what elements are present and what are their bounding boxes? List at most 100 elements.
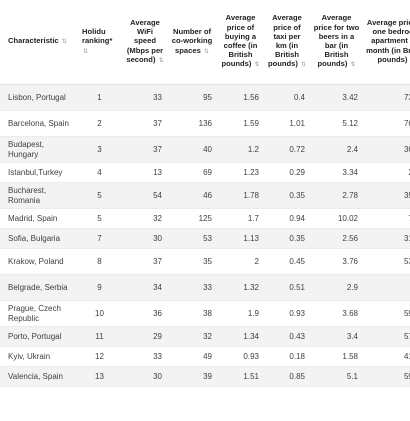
column-header-apartment-price[interactable]: Average price of one bedroom apartment p… bbox=[363, 0, 410, 85]
cell-coffee: 1.59 bbox=[217, 110, 264, 137]
cell-characteristic: Porto, Portugal bbox=[0, 326, 76, 347]
table-row: Madrid, Spain 5 32 125 1.7 0.94 10.02 75… bbox=[0, 208, 410, 229]
cell-beer: 3.76 bbox=[310, 248, 363, 275]
cell-coffee: 1.51 bbox=[217, 366, 264, 387]
cell-wifi: 37 bbox=[123, 110, 167, 137]
cell-coffee: 1.34 bbox=[217, 326, 264, 347]
header-row: Characteristic ⇅ Holidu ranking* ⇅ Avera… bbox=[0, 0, 410, 85]
cell-wifi: 54 bbox=[123, 182, 167, 209]
header-label: Average price of buying a coffee (in Bri… bbox=[221, 13, 258, 69]
cell-apartment: 595.3 bbox=[363, 300, 410, 327]
cell-coworking: 46 bbox=[167, 182, 217, 209]
cell-characteristic: Madrid, Spain bbox=[0, 208, 76, 229]
cell-coworking: 32 bbox=[167, 326, 217, 347]
cell-taxi: 0.94 bbox=[264, 208, 310, 229]
cell-beer: 5.12 bbox=[310, 110, 363, 137]
table-row: Budapest, Hungary 3 37 40 1.2 0.72 2.4 3… bbox=[0, 136, 410, 163]
sort-icon[interactable]: ⇅ bbox=[301, 62, 307, 69]
column-header-characteristic[interactable]: Characteristic ⇅ bbox=[0, 0, 76, 85]
cell-coffee: 2 bbox=[217, 248, 264, 275]
cell-taxi: 0.43 bbox=[264, 326, 310, 347]
sort-icon[interactable]: ⇅ bbox=[203, 48, 209, 55]
cell-apartment: 538.2 bbox=[363, 248, 410, 275]
cell-taxi: 0.85 bbox=[264, 366, 310, 387]
column-header-coworking-spaces[interactable]: Number of co-working spaces ⇅ bbox=[167, 0, 217, 85]
cell-wifi: 37 bbox=[123, 248, 167, 275]
cell-characteristic: Lisbon, Portugal bbox=[0, 84, 76, 111]
cell-beer: 10.02 bbox=[310, 208, 363, 229]
column-header-beer-price[interactable]: Average price for two beers in a bar (in… bbox=[310, 0, 363, 85]
cell-characteristic: Budapest, Hungary bbox=[0, 136, 76, 163]
cell-coffee: 1.78 bbox=[217, 182, 264, 209]
cell-taxi: 0.35 bbox=[264, 228, 310, 249]
cell-taxi: 0.51 bbox=[264, 274, 310, 301]
cell-ranking: 10 bbox=[76, 300, 123, 327]
column-header-coffee-price[interactable]: Average price of buying a coffee (in Bri… bbox=[217, 0, 264, 85]
cell-characteristic: Belgrade, Serbia bbox=[0, 274, 76, 301]
cell-wifi: 32 bbox=[123, 208, 167, 229]
cell-ranking: 12 bbox=[76, 346, 123, 367]
cell-taxi: 0.93 bbox=[264, 300, 310, 327]
cell-characteristic: Bucharest, Romania bbox=[0, 182, 76, 209]
sort-icon[interactable]: ⇅ bbox=[158, 57, 164, 64]
cell-taxi: 0.72 bbox=[264, 136, 310, 163]
cell-apartment: 594.8 bbox=[363, 366, 410, 387]
header-label: Average WiFi speed (Mbps per second) bbox=[126, 17, 164, 64]
table-row: Sofia, Bulgaria 7 30 53 1.13 0.35 2.56 3… bbox=[0, 228, 410, 249]
cell-taxi: 0.35 bbox=[264, 182, 310, 209]
cell-ranking: 9 bbox=[76, 274, 123, 301]
cell-beer: 2.9 bbox=[310, 274, 363, 301]
cell-characteristic: Kyiv, Ukrain bbox=[0, 346, 76, 367]
cell-beer: 1.58 bbox=[310, 346, 363, 367]
sort-icon[interactable]: ⇅ bbox=[350, 62, 356, 69]
cell-coworking: 40 bbox=[167, 136, 217, 163]
cell-ranking: 5 bbox=[76, 208, 123, 229]
cell-apartment: 768.4 bbox=[363, 110, 410, 137]
header-label: Characteristic bbox=[8, 36, 59, 46]
cell-beer: 2.78 bbox=[310, 182, 363, 209]
cell-wifi: 30 bbox=[123, 228, 167, 249]
cell-coworking: 125 bbox=[167, 208, 217, 229]
cell-wifi: 30 bbox=[123, 366, 167, 387]
cell-wifi: 37 bbox=[123, 136, 167, 163]
cell-coffee: 0.93 bbox=[217, 346, 264, 367]
cell-beer: 3.4 bbox=[310, 326, 363, 347]
cell-apartment: 751. bbox=[363, 208, 410, 229]
cell-coffee: 1.2 bbox=[217, 136, 264, 163]
cell-coffee: 1.7 bbox=[217, 208, 264, 229]
table-row: Lisbon, Portugal 1 33 95 1.56 0.4 3.42 7… bbox=[0, 84, 410, 111]
sort-icon[interactable]: ⇅ bbox=[61, 39, 67, 46]
header-label: Average price of one bedroom apartment p… bbox=[366, 17, 410, 64]
cell-coffee: 1.9 bbox=[217, 300, 264, 327]
table-row: Prague, Czech Republic 10 36 38 1.9 0.93… bbox=[0, 300, 410, 327]
cell-beer: 3.42 bbox=[310, 84, 363, 111]
cell-beer: 3.68 bbox=[310, 300, 363, 327]
sort-icon[interactable]: ⇅ bbox=[254, 62, 260, 69]
cell-characteristic: Prague, Czech Republic bbox=[0, 300, 76, 327]
cell-coworking: 38 bbox=[167, 300, 217, 327]
header-label: Average price for two beers in a bar (in… bbox=[313, 13, 360, 69]
table-row: Barcelona, Spain 2 37 136 1.59 1.01 5.12… bbox=[0, 110, 410, 137]
table-row: Bucharest, Romania 5 54 46 1.78 0.35 2.7… bbox=[0, 182, 410, 209]
cell-coworking: 35 bbox=[167, 248, 217, 275]
table-row: Krakow, Poland 8 37 35 2 0.45 3.76 538.2 bbox=[0, 248, 410, 275]
cell-wifi: 36 bbox=[123, 300, 167, 327]
cell-taxi: 0.4 bbox=[264, 84, 310, 111]
cell-ranking: 4 bbox=[76, 162, 123, 183]
cell-coworking: 49 bbox=[167, 346, 217, 367]
cell-taxi: 0.45 bbox=[264, 248, 310, 275]
cell-apartment: 366.6 bbox=[363, 136, 410, 163]
header-label: Number of co-working spaces bbox=[171, 27, 213, 55]
cell-wifi: 29 bbox=[123, 326, 167, 347]
column-header-taxi-price[interactable]: Average price of taxi per km (in British… bbox=[264, 0, 310, 85]
column-header-wifi-speed[interactable]: Average WiFi speed (Mbps per second) ⇅ bbox=[123, 0, 167, 85]
cell-coffee: 1.13 bbox=[217, 228, 264, 249]
cell-coworking: 39 bbox=[167, 366, 217, 387]
header-label: Average price of taxi per km (in British… bbox=[267, 13, 302, 69]
cell-apartment: 572.9 bbox=[363, 326, 410, 347]
cell-coworking: 95 bbox=[167, 84, 217, 111]
cell-wifi: 34 bbox=[123, 274, 167, 301]
sort-icon[interactable]: ⇅ bbox=[83, 48, 89, 55]
column-header-holidu-ranking[interactable]: Holidu ranking* ⇅ bbox=[76, 0, 123, 85]
